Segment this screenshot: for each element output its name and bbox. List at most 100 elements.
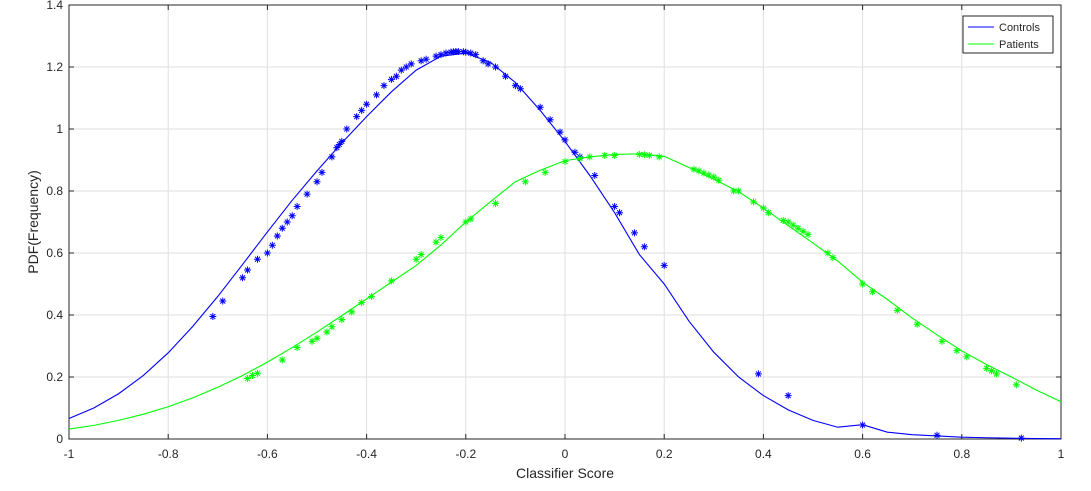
data-point-patients <box>983 364 991 372</box>
x-tick-label: -1 <box>64 447 75 461</box>
data-point-controls <box>209 313 217 321</box>
data-point-patients <box>893 306 901 314</box>
data-point-controls <box>536 103 544 111</box>
data-point-controls <box>454 48 462 55</box>
data-point-controls <box>591 172 599 179</box>
x-tick-label: 0.6 <box>854 447 871 461</box>
data-point-patients <box>368 292 376 300</box>
data-point-controls <box>516 85 524 93</box>
data-point-patients <box>859 280 867 288</box>
y-tick-label: 0.2 <box>46 370 63 384</box>
data-point-patients <box>735 187 743 195</box>
data-point-patients <box>387 277 395 285</box>
data-point-patients <box>869 288 877 296</box>
data-point-patients <box>789 221 797 229</box>
data-point-patients <box>1012 381 1020 389</box>
data-point-patients <box>953 347 961 355</box>
data-point-controls <box>335 141 343 148</box>
x-tick-label: 0.8 <box>953 447 970 461</box>
data-point-controls <box>437 51 445 59</box>
data-point-patients <box>358 299 366 307</box>
data-point-controls <box>373 91 381 99</box>
data-point-patients <box>799 227 807 235</box>
data-point-controls <box>442 49 450 57</box>
data-point-patients <box>705 171 713 179</box>
y-tick-label: 0.8 <box>46 184 63 198</box>
data-point-patients <box>244 375 252 383</box>
data-point-patients <box>804 230 812 238</box>
legend-label-controls: Controls <box>999 22 1040 34</box>
data-point-patients <box>695 167 703 175</box>
data-point-patients <box>561 158 569 166</box>
y-tick-label: 0.4 <box>46 308 63 322</box>
data-point-patients <box>432 238 440 246</box>
data-point-patients <box>576 154 584 162</box>
data-point-controls <box>397 66 405 74</box>
data-point-controls <box>933 431 941 439</box>
data-point-patients <box>521 178 529 186</box>
data-point-patients <box>988 367 996 375</box>
data-point-patients <box>779 216 787 224</box>
data-point-controls <box>492 63 500 71</box>
data-point-patients <box>749 198 757 206</box>
data-point-controls <box>273 232 281 240</box>
data-point-controls <box>407 60 415 68</box>
data-point-controls <box>380 82 388 90</box>
data-point-controls <box>611 203 619 210</box>
data-point-patients <box>913 320 921 328</box>
data-point-controls <box>338 137 346 145</box>
data-point-controls <box>268 241 276 249</box>
data-point-controls <box>239 274 247 282</box>
x-tick-label: 0.2 <box>656 447 673 461</box>
data-point-controls <box>333 144 341 152</box>
data-point-patients <box>492 199 500 207</box>
data-point-controls <box>479 57 487 65</box>
data-point-controls <box>546 116 554 124</box>
data-point-patients <box>993 370 1001 378</box>
data-point-controls <box>313 178 321 186</box>
data-point-controls <box>283 218 291 226</box>
data-point-patients <box>938 337 946 345</box>
series-patients <box>68 150 1062 430</box>
data-point-patients <box>690 165 698 173</box>
data-point-patients <box>645 151 653 159</box>
x-tick-label: 0 <box>562 447 569 461</box>
data-point-patients <box>462 218 470 226</box>
data-point-patients <box>586 153 594 161</box>
y-tick-label: 0.6 <box>46 246 63 260</box>
data-point-patients <box>640 151 648 159</box>
data-point-patients <box>417 251 425 259</box>
data-point-patients <box>829 254 837 262</box>
data-point-controls <box>392 72 400 80</box>
data-point-patients <box>635 150 643 158</box>
data-point-controls <box>343 125 351 133</box>
data-point-controls <box>432 52 440 60</box>
data-point-controls <box>278 224 286 232</box>
data-point-controls <box>303 190 311 198</box>
data-point-patients <box>323 328 331 336</box>
data-point-controls <box>417 57 425 65</box>
data-point-patients <box>710 173 718 181</box>
data-point-controls <box>293 203 301 210</box>
data-point-patients <box>249 371 257 379</box>
x-tick-label: -0.6 <box>257 447 278 461</box>
data-point-controls <box>571 148 579 156</box>
data-point-controls <box>288 212 296 220</box>
data-point-patients <box>253 369 261 377</box>
data-point-controls <box>784 392 792 400</box>
data-point-controls <box>353 113 361 121</box>
data-point-controls <box>387 75 395 83</box>
data-point-patients <box>437 234 445 241</box>
x-tick-label: 0.4 <box>755 447 772 461</box>
data-point-controls <box>660 261 668 269</box>
y-tick-label: 1 <box>56 122 63 136</box>
data-point-controls <box>462 48 470 56</box>
y-axis-label: PDF(Frequency) <box>25 170 41 273</box>
x-tick-label: -0.4 <box>356 447 377 461</box>
data-point-controls <box>630 229 638 237</box>
x-tick-label: 1 <box>1058 447 1065 461</box>
x-tick-label: -0.2 <box>455 447 476 461</box>
data-point-controls <box>556 128 564 136</box>
